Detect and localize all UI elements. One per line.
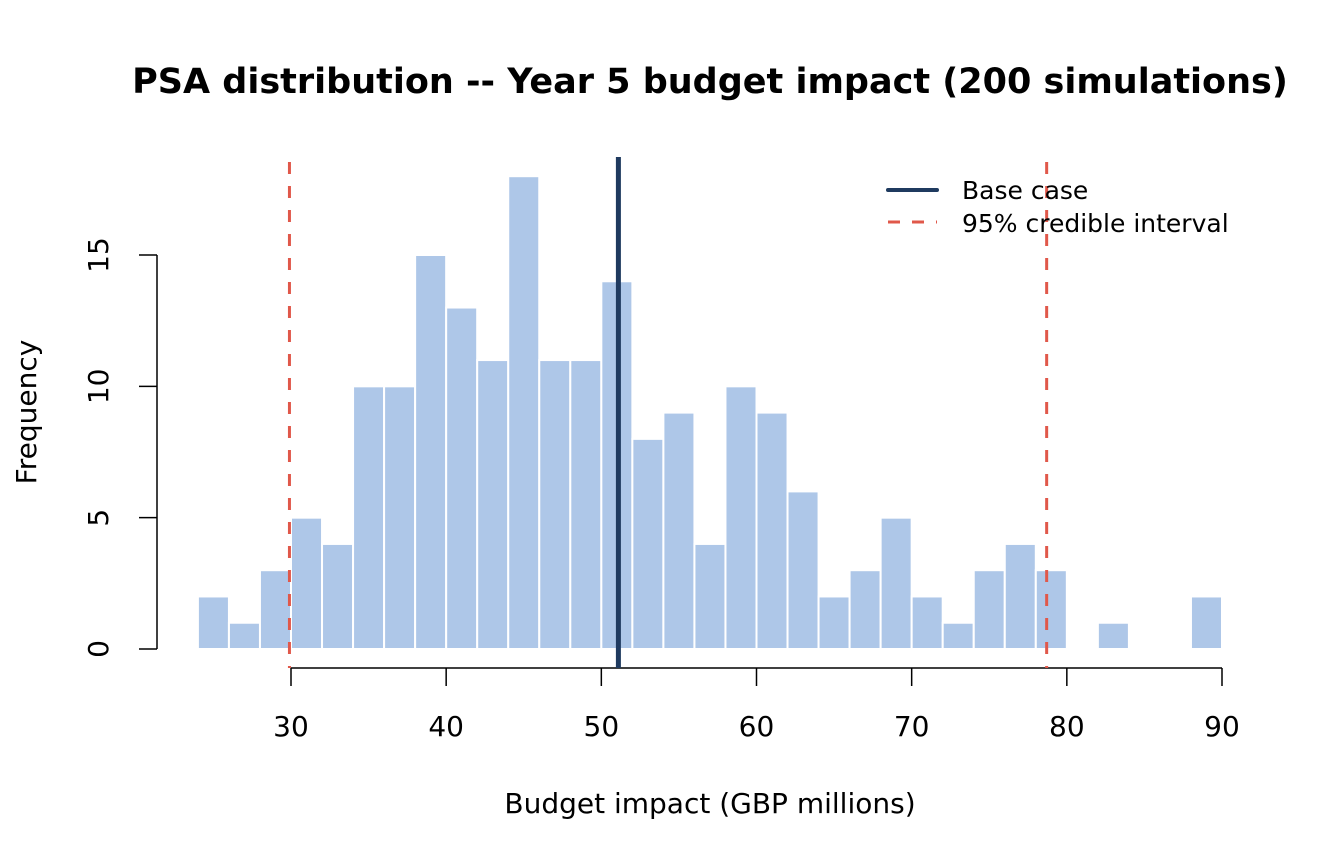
legend: Base case 95% credible interval	[886, 176, 1229, 238]
x-tick-label: 30	[273, 710, 309, 743]
bars	[196, 175, 1224, 651]
histogram-bar	[476, 359, 510, 650]
histogram-bar	[569, 359, 603, 650]
histogram-bar	[1034, 569, 1068, 651]
x-axis-label: Budget impact (GBP millions)	[504, 787, 915, 820]
y-tick-label: 5	[82, 509, 115, 527]
x-tick-label: 40	[428, 710, 464, 743]
y-tick-label: 10	[82, 369, 115, 405]
histogram-bar	[321, 542, 355, 651]
y-axis-label: Frequency	[10, 340, 43, 485]
histogram-bar	[196, 595, 230, 651]
y-tick-label: 15	[82, 237, 115, 273]
histogram-bar	[755, 411, 789, 650]
histogram-bar	[786, 490, 820, 650]
histogram-bar	[1096, 621, 1130, 651]
x-axis: 30 40 50 60 70 80 90	[273, 667, 1240, 743]
x-tick-label: 80	[1049, 710, 1085, 743]
histogram-bar	[227, 621, 261, 651]
histogram-bar	[662, 411, 696, 650]
histogram-bar	[631, 437, 665, 650]
histogram-bar	[383, 385, 417, 650]
histogram-bar	[693, 542, 727, 651]
histogram-bar	[724, 385, 758, 650]
histogram-bar	[290, 516, 324, 651]
histogram-bar	[817, 595, 851, 651]
histogram-bar	[414, 254, 448, 650]
legend-base-case-label: Base case	[962, 176, 1088, 205]
histogram-bar	[848, 569, 882, 651]
x-tick-label: 50	[584, 710, 620, 743]
legend-ci-label: 95% credible interval	[962, 209, 1229, 238]
y-axis: 0 5 10 15	[82, 237, 158, 658]
histogram-bar	[507, 175, 541, 650]
histogram-bar	[941, 621, 975, 651]
histogram-bar	[1003, 542, 1037, 651]
x-tick-label: 60	[739, 710, 775, 743]
histogram-bar	[1189, 595, 1224, 651]
histogram-bar	[258, 569, 293, 651]
histogram-bar	[879, 516, 913, 651]
histogram-bar	[538, 359, 572, 650]
histogram-bar	[352, 385, 386, 650]
reference-lines	[287, 157, 1049, 668]
chart-title: PSA distribution -- Year 5 budget impact…	[132, 62, 1288, 102]
x-tick-label: 70	[894, 710, 930, 743]
x-tick-label: 90	[1204, 710, 1240, 743]
y-tick-label: 0	[82, 640, 115, 658]
histogram-bar	[972, 569, 1006, 651]
histogram-bar	[445, 306, 479, 650]
histogram-bar	[910, 595, 944, 651]
